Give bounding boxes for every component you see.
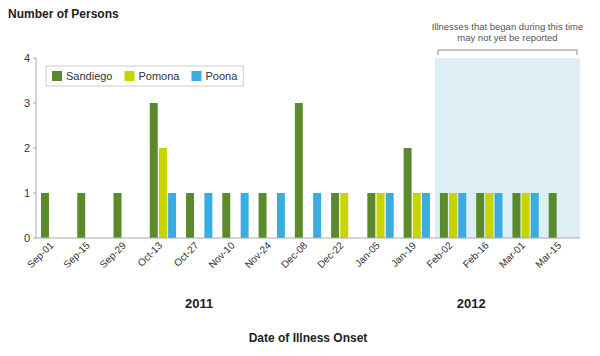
bar	[449, 193, 457, 238]
y-tick-label: 0	[24, 232, 30, 244]
x-tick-label: Sep-15	[61, 239, 92, 270]
bar	[377, 193, 385, 238]
shaded-region	[435, 58, 580, 238]
bar	[41, 193, 49, 238]
bar	[259, 193, 267, 238]
y-tick	[33, 193, 36, 194]
x-tick-label: Sep-01	[25, 239, 56, 270]
bar	[367, 193, 375, 238]
bar	[440, 193, 448, 238]
bar	[313, 193, 321, 238]
legend-label: Poona	[205, 70, 238, 82]
x-axis-label: Date of Illness Onset	[249, 331, 368, 345]
x-tick-label: Dec-08	[279, 239, 310, 270]
bar	[186, 193, 194, 238]
x-tick-label: Oct-27	[172, 239, 201, 268]
x-group-label: 2011	[185, 296, 213, 311]
y-tick	[33, 238, 36, 239]
x-tick-label: Jan-05	[353, 239, 383, 269]
x-tick-label: Feb-16	[461, 239, 491, 269]
bar	[404, 148, 412, 238]
bar	[114, 193, 122, 238]
x-tick-label: Nov-24	[243, 239, 274, 270]
bar	[340, 193, 348, 238]
x-axis-line	[36, 238, 580, 239]
y-tick-label: 3	[24, 97, 30, 109]
y-tick-label: 4	[24, 52, 30, 64]
legend-box	[46, 66, 243, 86]
y-tick	[33, 103, 36, 104]
bar	[222, 193, 230, 238]
chart: 0 1 2 3 4 Sep-01Sep-15Sep-29Oct-13 Oct-27Nov-1…	[0, 0, 600, 356]
bar	[531, 193, 539, 238]
x-tick-label: Dec-22	[315, 239, 346, 270]
bar	[495, 193, 503, 238]
bar	[168, 193, 176, 238]
y-tick	[33, 148, 36, 149]
x-tick-label: Sep-29	[97, 239, 128, 270]
bar	[241, 193, 249, 238]
x-tick-label: Jan-19	[389, 239, 419, 269]
x-tick-label: Feb-02	[424, 239, 454, 269]
legend-label: Sandiego	[66, 70, 113, 82]
legend-swatch	[191, 71, 201, 81]
legend-swatch	[52, 71, 62, 81]
x-tick-label: Mar-15	[533, 239, 563, 269]
x-tick-label: Nov-10	[206, 239, 237, 270]
legend-label: Pomona	[139, 70, 181, 82]
title: Number of Persons	[8, 7, 119, 21]
bar	[512, 193, 520, 238]
bar	[476, 193, 484, 238]
x-group-label: 2012	[457, 296, 486, 311]
annotation-line: Illnesses that began during this time	[432, 21, 584, 32]
bar	[159, 148, 167, 238]
y-tick	[33, 58, 36, 59]
bar	[277, 193, 285, 238]
annotation-line: may not yet be reported	[457, 32, 557, 43]
bar	[485, 193, 493, 238]
x-tick-label: Oct-13	[135, 239, 164, 268]
bar	[331, 193, 339, 238]
bar	[422, 193, 430, 238]
bar	[150, 103, 158, 238]
bar	[522, 193, 530, 238]
bar	[413, 193, 421, 238]
bar	[549, 193, 557, 238]
bars	[41, 103, 557, 238]
bar	[77, 193, 85, 238]
bar	[295, 103, 303, 238]
y-tick-label: 2	[24, 142, 30, 154]
annotation-bracket	[438, 50, 577, 55]
bar	[204, 193, 212, 238]
bar	[386, 193, 394, 238]
legend-swatch	[125, 71, 135, 81]
annotation: Illnesses that began during this timemay…	[432, 21, 584, 43]
y-tick-label: 1	[24, 187, 30, 199]
x-tick-label: Mar-01	[497, 239, 527, 269]
legend: Sandiego Pomona Poona	[46, 66, 243, 86]
bar	[458, 193, 466, 238]
